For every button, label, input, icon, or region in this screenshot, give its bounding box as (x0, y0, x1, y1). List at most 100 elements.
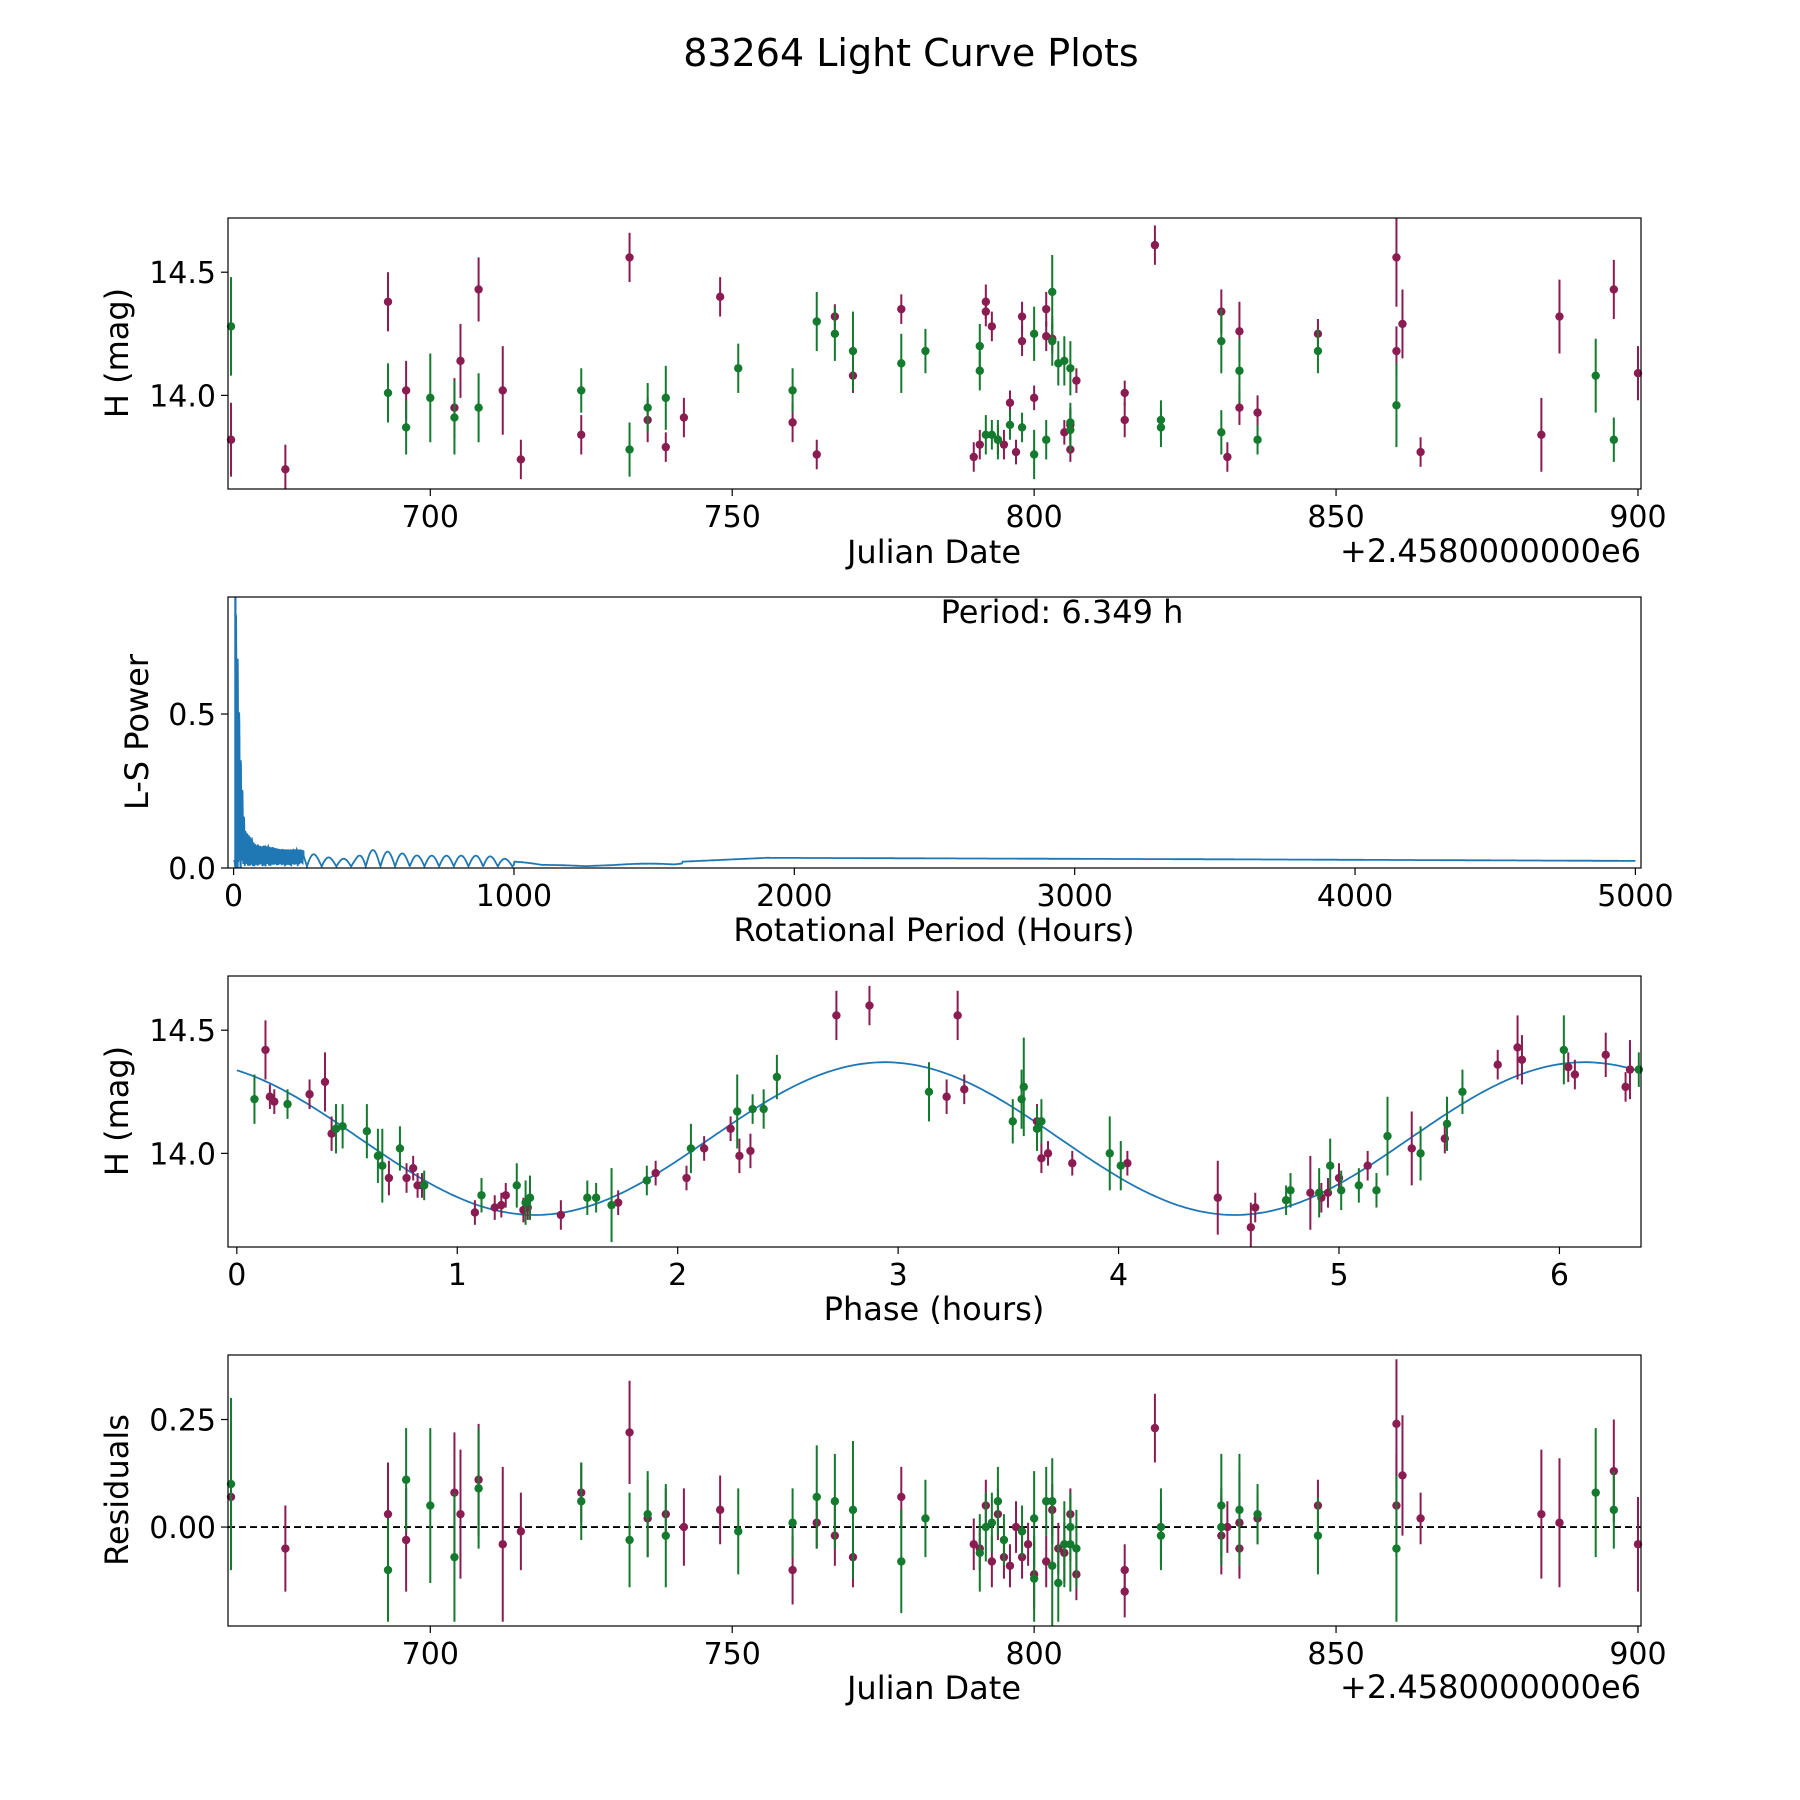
lightcurve-point-green (1313, 346, 1323, 356)
residuals-point-magenta (1416, 1514, 1425, 1523)
lightcurve-offset-label: +2.4580000000e6 (1340, 532, 1641, 570)
residuals-point-green (734, 1527, 743, 1536)
lightcurve-point-magenta (1150, 240, 1160, 250)
phased-point-magenta (613, 1198, 623, 1207)
phased-point-magenta (1068, 1159, 1077, 1168)
phased-point-green (607, 1200, 616, 1210)
lightcurve-point-green (830, 329, 840, 338)
lightcurve-point-magenta (474, 285, 483, 294)
residuals-point-magenta (715, 1505, 725, 1515)
lightcurve-point-green (1029, 450, 1039, 459)
residuals-point-magenta (1223, 1522, 1232, 1532)
residuals-point-magenta (1042, 1557, 1051, 1566)
lightcurve-point-green (848, 346, 858, 356)
lightcurve-point-magenta (1253, 408, 1262, 417)
phased-point-magenta (1513, 1043, 1522, 1052)
residuals-point-green (921, 1514, 930, 1523)
phased-point-green (1354, 1181, 1364, 1190)
residuals-point-green (830, 1497, 840, 1506)
lightcurve-xlabel: Julian Date (845, 533, 1021, 571)
lightcurve-point-green (401, 423, 411, 432)
residuals-point-green (450, 1552, 459, 1562)
phased-point-green (924, 1087, 934, 1096)
lightcurve-point-green (643, 403, 652, 412)
lightcurve-point-magenta (969, 452, 978, 462)
residuals-point-green (788, 1518, 797, 1527)
residuals-ytick-label: 0.25 (149, 1404, 216, 1439)
lightcurve-xtick-label: 900 (1609, 500, 1666, 535)
phased-point-green (1634, 1065, 1643, 1074)
lightcurve-frame (227, 217, 1642, 490)
phased-point-magenta (1306, 1188, 1315, 1198)
periodogram-marks (233, 597, 1636, 870)
phased-point-green (250, 1094, 259, 1104)
phased-point-magenta (682, 1173, 691, 1183)
phased-point-magenta (953, 1011, 962, 1020)
phased-point-magenta (1493, 1060, 1502, 1069)
phased-point-magenta (735, 1151, 744, 1161)
lightcurve-point-magenta (1120, 415, 1129, 425)
residuals-point-magenta (1150, 1423, 1160, 1433)
phased-point-green (1559, 1045, 1569, 1055)
residuals-point-magenta (1398, 1471, 1407, 1480)
phased-point-green (1458, 1087, 1467, 1096)
phased-point-green (331, 1124, 341, 1133)
phased-point-magenta (305, 1090, 314, 1099)
lightcurve-point-magenta (1555, 312, 1564, 321)
phased-point-magenta (726, 1124, 735, 1133)
phased-point-green (686, 1144, 696, 1153)
phased-point-green (1416, 1149, 1425, 1158)
residuals-point-magenta (625, 1428, 634, 1437)
residuals-ticks: 700 750 800 850 900 0.00 0.25 (149, 1404, 1666, 1672)
phased-point-green (1281, 1195, 1291, 1205)
phased-point-magenta (497, 1200, 506, 1210)
phased-point-green (1325, 1161, 1335, 1170)
phased-point-green (772, 1072, 782, 1082)
lightcurve-xtick-label: 750 (704, 500, 761, 535)
lightcurve-point-magenta (625, 253, 634, 262)
lightcurve-point-green (1591, 371, 1600, 380)
phased-point-magenta (1601, 1050, 1610, 1060)
phased-point-magenta (1570, 1070, 1580, 1079)
residuals-point-green (848, 1505, 858, 1515)
lightcurve-point-magenta (1416, 447, 1425, 457)
lightcurve-point-magenta (975, 440, 984, 449)
lightcurve-point-magenta (1005, 398, 1015, 407)
phased-point-green (512, 1181, 521, 1190)
lightcurve-point-green (1217, 428, 1226, 437)
lightcurve-point-green (661, 393, 670, 403)
phased-point-magenta (1123, 1159, 1132, 1168)
residuals-ytick-label: 0.00 (149, 1511, 216, 1546)
phased-point-magenta (402, 1173, 411, 1183)
lightcurve-ylabel: H (mag) (98, 288, 136, 418)
lightcurve-point-green (987, 430, 997, 439)
phased-point-green (759, 1104, 768, 1114)
residuals-xtick-label: 800 (1006, 1637, 1063, 1672)
residuals-point-magenta (1120, 1587, 1129, 1596)
lightcurve-point-green (474, 403, 483, 412)
residuals-point-green (625, 1535, 634, 1545)
phased-point-magenta (1564, 1062, 1573, 1072)
phased-xtick-label: 2 (668, 1258, 687, 1293)
phased-point-magenta (1407, 1144, 1416, 1153)
residuals-point-magenta (969, 1540, 978, 1549)
phased-point-green (1116, 1161, 1125, 1170)
residuals-point-magenta (281, 1544, 290, 1553)
periodogram-xtick-label: 2000 (756, 879, 832, 914)
lightcurve-point-green (1253, 435, 1262, 444)
phased-point-magenta (490, 1203, 499, 1212)
residuals-point-magenta (1555, 1518, 1564, 1527)
phased-point-green (283, 1099, 292, 1109)
phased-point-green (362, 1127, 372, 1136)
phased-point-magenta (1517, 1055, 1527, 1064)
phased-point-green (1372, 1186, 1381, 1195)
residuals-point-green (1253, 1509, 1262, 1519)
residuals-point-magenta (516, 1527, 526, 1536)
lightcurve-point-green (1029, 329, 1039, 338)
residuals-point-magenta (401, 1535, 411, 1545)
residuals-panel: 700 750 800 850 900 0.00 0.25 Julian Date Resi… (98, 1354, 1667, 1707)
lightcurve-point-magenta (715, 292, 725, 302)
phased-point-magenta (470, 1208, 480, 1217)
phased-point-magenta (384, 1173, 394, 1183)
phased-frame (227, 975, 1642, 1248)
